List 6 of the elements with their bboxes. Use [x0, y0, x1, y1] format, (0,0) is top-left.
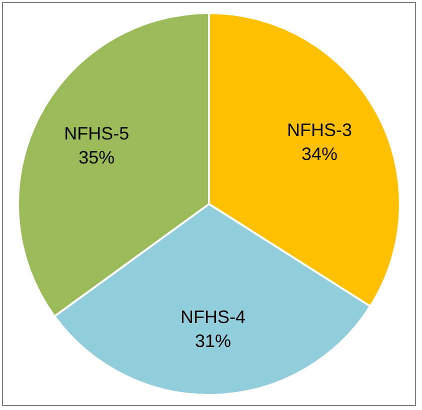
data-label: 35% — [78, 148, 115, 168]
slice-label: NFHS-3 — [286, 120, 352, 140]
data-label: 34% — [301, 144, 338, 164]
slice-label: NFHS-4 — [180, 306, 246, 327]
data-label: 31% — [194, 330, 231, 351]
slice-label: NFHS-5 — [64, 124, 130, 144]
